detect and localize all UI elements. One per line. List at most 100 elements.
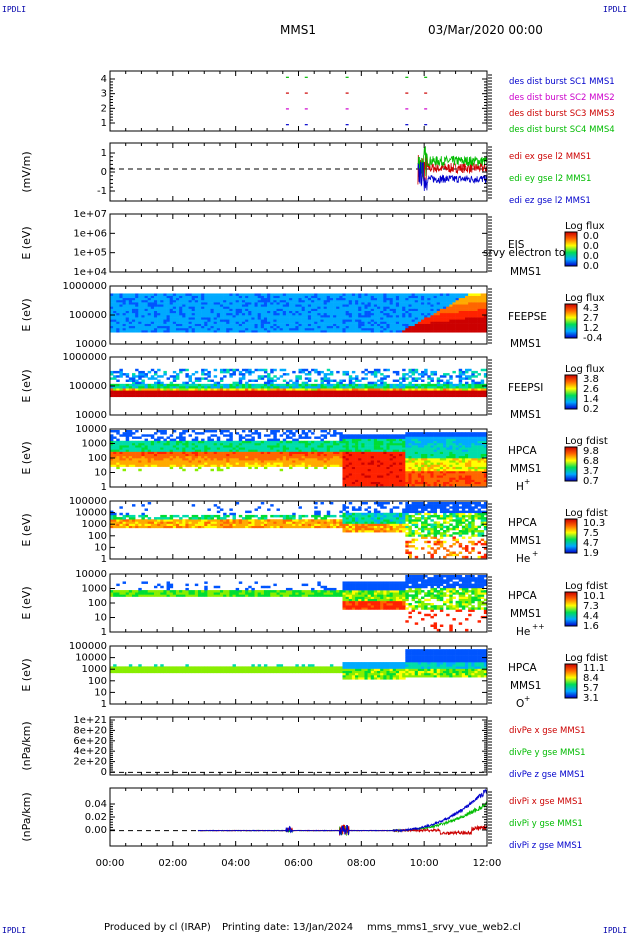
heatmap-cell [345, 321, 350, 324]
heatmap-cell [465, 330, 469, 333]
heatmap-cell [279, 319, 284, 322]
heatmap-cell [320, 434, 324, 437]
heatmap-cell [270, 330, 274, 333]
heatmap-cell [408, 304, 412, 307]
heatmap-cell [166, 327, 170, 331]
heatmap-cell [329, 373, 334, 376]
heatmap-cell [226, 440, 230, 444]
heatmap-cell [210, 449, 214, 452]
heatmap-cell [141, 306, 145, 309]
heatmap-cell [339, 297, 343, 301]
heatmap-cell [377, 379, 381, 382]
heatmap-cell [411, 383, 416, 387]
heatmap-cell [427, 327, 431, 331]
heatmap-cell [411, 304, 416, 307]
heatmap-cell [399, 295, 403, 299]
heatmap-cell [311, 312, 315, 316]
heatmap-cell [342, 438, 346, 442]
heatmap-cell [292, 451, 296, 454]
heatmap-cell [298, 394, 302, 398]
heatmap-cell [367, 293, 372, 296]
heatmap-cell [314, 390, 318, 393]
heatmap-cell [458, 304, 463, 307]
heatmap-cell [345, 477, 350, 480]
heatmap-cell [191, 440, 196, 444]
heatmap-cell [128, 383, 133, 387]
heatmap-cell [210, 460, 214, 463]
heatmap-cell [443, 325, 447, 329]
heatmap-cell [254, 293, 258, 296]
heatmap-cell [201, 462, 205, 465]
heatmap-cell [339, 293, 343, 296]
heatmap-cell [336, 306, 340, 309]
heatmap-cell [336, 383, 340, 387]
heatmap-cell [307, 436, 312, 439]
heatmap-cell [207, 297, 211, 301]
heatmap-cell [128, 321, 133, 324]
heatmap-cell [351, 293, 356, 296]
heatmap-cell [405, 388, 409, 391]
heatmap-cell [383, 381, 387, 385]
heatmap-cell [317, 442, 321, 446]
heatmap-cell [465, 323, 469, 327]
heatmap-cell [251, 323, 255, 327]
heatmap-cell [122, 295, 127, 299]
heatmap-cell [285, 440, 290, 444]
heatmap-cell [122, 327, 127, 331]
heatmap-cell [339, 386, 343, 389]
heatmap-cell [399, 308, 403, 311]
heatmap-cell [304, 440, 309, 444]
heatmap-cell [311, 392, 315, 395]
heatmap-cell [443, 304, 447, 307]
heatmap-cell [157, 319, 161, 322]
heatmap-cell [414, 325, 419, 329]
heatmap-cell [204, 464, 208, 467]
heatmap-cell [207, 455, 211, 459]
heatmap-cell [304, 327, 309, 331]
heatmap-cell [333, 434, 337, 437]
heatmap-cell [461, 392, 466, 395]
heatmap-cell [216, 312, 221, 316]
heatmap-cell [125, 388, 130, 391]
heatmap-cell [238, 453, 243, 457]
heatmap-cell [160, 436, 164, 439]
heatmap-cell [128, 377, 133, 380]
heatmap-cell [483, 388, 488, 391]
heatmap-cell [345, 386, 350, 389]
heatmap-cell [160, 451, 164, 454]
heatmap-cell [317, 330, 321, 333]
heatmap-cell [216, 453, 221, 457]
heatmap-cell [471, 388, 475, 391]
heatmap-cell [276, 308, 280, 311]
heatmap-cell [336, 381, 340, 385]
instrument-name: FEEPSE [508, 311, 547, 323]
heatmap-cell [329, 325, 334, 329]
heatmap-cell [270, 302, 274, 305]
heatmap-cell [323, 451, 328, 454]
heatmap-cell [333, 458, 337, 461]
heatmap-cell [229, 297, 233, 301]
heatmap-cell [226, 451, 230, 454]
heatmap-cell [339, 447, 343, 450]
heatmap-cell [483, 302, 488, 305]
heatmap-cell [241, 330, 246, 333]
heatmap-cell [125, 373, 130, 376]
heatmap-cell [257, 302, 262, 305]
heatmap-cell [201, 323, 205, 327]
heatmap-cell [367, 388, 372, 391]
heatmap-cell [480, 392, 485, 395]
heatmap-cell [301, 445, 306, 448]
heatmap-cell [194, 299, 199, 303]
heatmap-cell [439, 388, 444, 391]
heatmap-cell [361, 440, 365, 444]
heatmap-cell [389, 315, 394, 318]
heatmap-cell [276, 317, 280, 320]
heatmap-cell [399, 321, 403, 324]
heatmap-cell [125, 319, 130, 322]
heatmap-cell [465, 315, 469, 318]
heatmap-cell [443, 323, 447, 327]
heatmap-cell [436, 293, 441, 296]
heatmap-cell [289, 386, 293, 389]
heatmap-cell [380, 302, 384, 305]
heatmap-cell [175, 377, 180, 380]
